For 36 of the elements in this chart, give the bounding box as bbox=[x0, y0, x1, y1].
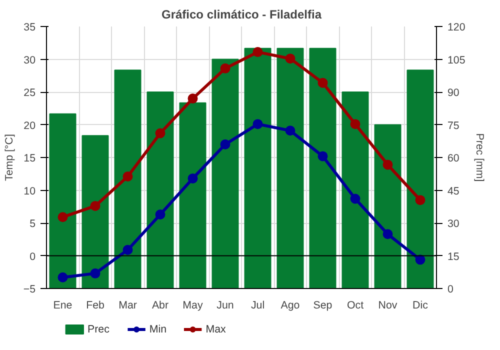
y-axis-title: Temp [°C] bbox=[3, 134, 16, 181]
x-tick-label: Abr bbox=[152, 300, 169, 312]
x-tick-label: Jul bbox=[250, 300, 265, 312]
y-tick-label: 30 bbox=[24, 54, 36, 66]
y-tick-label: 10 bbox=[24, 185, 36, 198]
y2-tick-label: 120 bbox=[448, 22, 466, 34]
chart-title: Gráfico climático - Filadelfia bbox=[161, 8, 322, 22]
y2-axis-title: Prec [mm] bbox=[473, 133, 486, 182]
x-tick-label: Sep bbox=[313, 300, 332, 312]
y-tick-label: 15 bbox=[24, 152, 36, 164]
legend-label: Min bbox=[149, 324, 167, 336]
y-tick-label: 35 bbox=[24, 22, 36, 34]
x-tick-label: Jun bbox=[216, 300, 234, 312]
y2-tick-label: 15 bbox=[448, 250, 460, 263]
x-tick-label: May bbox=[182, 300, 204, 312]
x-tick-label: Nov bbox=[378, 300, 398, 312]
x-tick-label: Dic bbox=[412, 300, 429, 312]
y-tick-label: 25 bbox=[24, 87, 36, 99]
legend-label: Prec bbox=[88, 324, 110, 336]
x-tick-label: Ene bbox=[53, 300, 72, 312]
x-tick-label: Mar bbox=[118, 300, 138, 312]
y2-tick-label: 0 bbox=[448, 284, 454, 296]
x-tick-label: Oct bbox=[346, 300, 364, 312]
y-tick-label: 5 bbox=[30, 218, 36, 230]
y2-tick-label: 75 bbox=[448, 120, 460, 132]
y2-tick-label: 30 bbox=[448, 218, 460, 230]
y2-tick-label: 90 bbox=[448, 87, 460, 99]
y-tick-label: 0 bbox=[30, 250, 36, 263]
y-tick-label: 20 bbox=[24, 120, 36, 132]
y-tick-label: −5 bbox=[23, 284, 36, 296]
y2-tick-label: 105 bbox=[448, 54, 466, 66]
y2-tick-label: 45 bbox=[448, 185, 460, 198]
x-tick-label: Feb bbox=[86, 300, 105, 312]
x-tick-label: Ago bbox=[280, 300, 300, 312]
legend-label: Max bbox=[206, 324, 226, 336]
y2-tick-label: 60 bbox=[448, 152, 460, 164]
